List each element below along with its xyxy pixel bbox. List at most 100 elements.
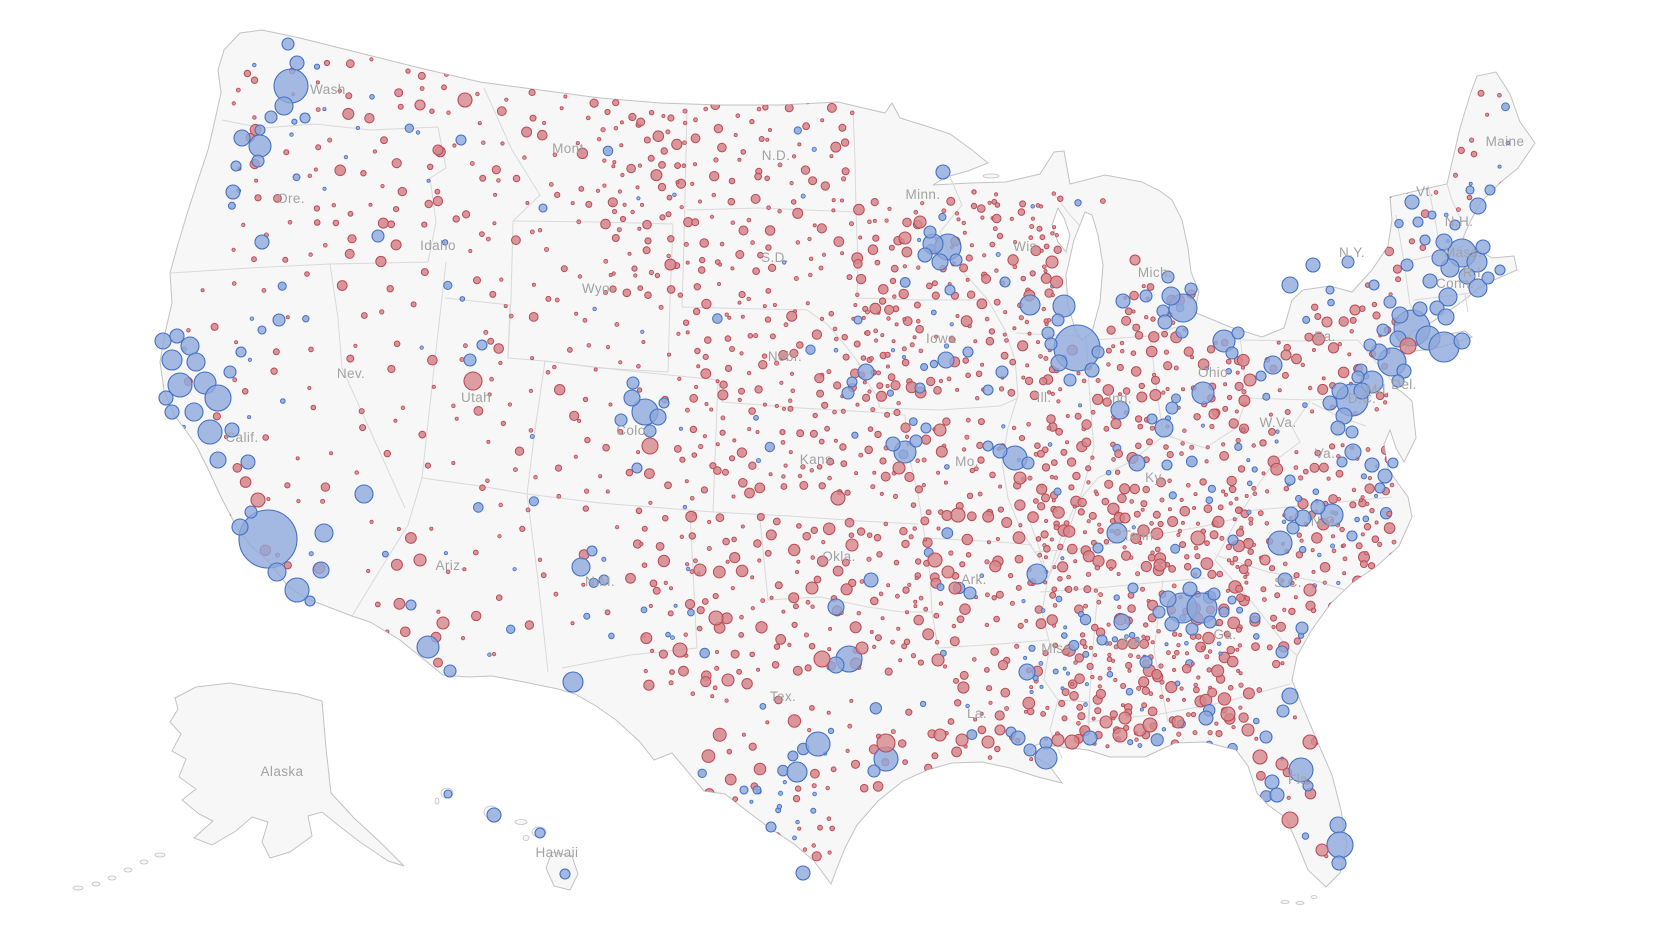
county-dot[interactable] <box>810 807 817 814</box>
county-dot[interactable] <box>1262 392 1271 401</box>
county-dot[interactable] <box>810 604 815 609</box>
county-dot[interactable] <box>902 217 912 228</box>
county-dot[interactable] <box>1090 409 1096 415</box>
county-dot[interactable] <box>452 215 460 223</box>
county-dot[interactable] <box>1302 315 1311 324</box>
county-dot[interactable] <box>1138 541 1143 546</box>
county-dot[interactable] <box>722 537 730 546</box>
county-dot[interactable] <box>1184 640 1189 646</box>
county-dot[interactable] <box>765 720 770 725</box>
county-dot[interactable] <box>1367 475 1373 481</box>
county-bubble[interactable] <box>1346 530 1358 542</box>
county-dot[interactable] <box>1127 668 1132 673</box>
county-dot[interactable] <box>1057 576 1063 582</box>
county-dot[interactable] <box>1141 634 1146 639</box>
county-dot[interactable] <box>944 464 950 470</box>
county-dot[interactable] <box>1056 399 1061 404</box>
county-dot[interactable] <box>909 342 915 348</box>
county-dot[interactable] <box>1226 475 1237 487</box>
county-dot[interactable] <box>913 301 921 309</box>
county-dot[interactable] <box>756 513 765 521</box>
county-dot[interactable] <box>640 202 645 207</box>
county-bubble[interactable] <box>1283 506 1299 522</box>
county-dot[interactable] <box>1142 485 1150 494</box>
county-dot[interactable] <box>1173 365 1179 371</box>
county-dot[interactable] <box>1039 248 1044 253</box>
county-dot[interactable] <box>1394 218 1404 229</box>
county-dot[interactable] <box>1277 817 1282 822</box>
county-dot[interactable] <box>181 467 186 472</box>
county-dot[interactable] <box>1056 756 1062 761</box>
county-bubble[interactable] <box>614 413 628 427</box>
county-dot[interactable] <box>1319 631 1324 636</box>
county-bubble[interactable] <box>805 731 831 757</box>
county-dot[interactable] <box>679 205 684 210</box>
county-dot[interactable] <box>622 288 632 298</box>
county-dot[interactable] <box>1288 258 1294 264</box>
county-dot[interactable] <box>342 107 355 120</box>
county-dot[interactable] <box>620 172 625 178</box>
county-bubble[interactable] <box>963 586 977 600</box>
county-dot[interactable] <box>1331 548 1337 554</box>
county-dot[interactable] <box>1207 569 1217 580</box>
county-bubble[interactable] <box>1115 293 1131 309</box>
county-dot[interactable] <box>503 304 508 309</box>
county-dot[interactable] <box>1221 489 1226 494</box>
county-dot[interactable] <box>870 596 879 606</box>
county-dot[interactable] <box>528 312 539 322</box>
county-dot[interactable] <box>578 77 583 82</box>
county-dot[interactable] <box>1354 516 1360 523</box>
county-dot[interactable] <box>1502 214 1509 220</box>
county-dot[interactable] <box>1131 309 1136 314</box>
county-dot[interactable] <box>826 710 831 715</box>
county-bubble[interactable] <box>1427 210 1437 220</box>
county-dot[interactable] <box>507 402 512 407</box>
county-dot[interactable] <box>1190 711 1197 718</box>
county-dot[interactable] <box>1145 345 1158 358</box>
county-bubble[interactable] <box>486 807 502 823</box>
county-dot[interactable] <box>500 58 512 70</box>
county-dot[interactable] <box>936 526 941 531</box>
county-dot[interactable] <box>649 579 658 588</box>
county-bubble[interactable] <box>1481 271 1495 285</box>
county-dot[interactable] <box>396 527 401 532</box>
county-dot[interactable] <box>400 405 406 410</box>
county-dot[interactable] <box>800 193 806 199</box>
county-dot[interactable] <box>1037 552 1043 558</box>
county-dot[interactable] <box>1042 650 1049 657</box>
county-dot[interactable] <box>647 154 655 162</box>
county-dot[interactable] <box>404 123 414 133</box>
county-dot[interactable] <box>231 101 236 106</box>
county-dot[interactable] <box>994 710 1005 721</box>
county-bubble[interactable] <box>898 231 912 245</box>
county-dot[interactable] <box>493 343 505 354</box>
county-dot[interactable] <box>1073 559 1078 564</box>
county-dot[interactable] <box>1018 523 1023 528</box>
county-dot[interactable] <box>1097 675 1103 681</box>
county-dot[interactable] <box>700 368 712 380</box>
county-dot[interactable] <box>1044 519 1049 524</box>
county-dot[interactable] <box>471 610 482 622</box>
county-dot[interactable] <box>845 748 850 754</box>
county-dot[interactable] <box>462 343 468 349</box>
county-bubble[interactable] <box>1227 534 1239 546</box>
county-dot[interactable] <box>1220 261 1227 267</box>
county-dot[interactable] <box>1161 727 1167 732</box>
county-dot[interactable] <box>1402 135 1411 144</box>
county-dot[interactable] <box>427 163 434 171</box>
county-bubble[interactable] <box>1275 645 1289 659</box>
county-dot[interactable] <box>910 652 917 659</box>
county-dot[interactable] <box>426 178 431 183</box>
county-dot[interactable] <box>1050 275 1064 289</box>
county-dot[interactable] <box>1205 496 1214 505</box>
county-dot[interactable] <box>1204 366 1209 371</box>
county-dot[interactable] <box>1317 383 1329 395</box>
county-dot[interactable] <box>608 632 615 640</box>
county-dot[interactable] <box>699 256 706 264</box>
county-dot[interactable] <box>1266 191 1272 197</box>
county-dot[interactable] <box>841 334 848 341</box>
county-dot[interactable] <box>1269 242 1275 248</box>
county-dot[interactable] <box>700 676 712 688</box>
county-dot[interactable] <box>1038 661 1044 666</box>
county-dot[interactable] <box>730 649 740 659</box>
